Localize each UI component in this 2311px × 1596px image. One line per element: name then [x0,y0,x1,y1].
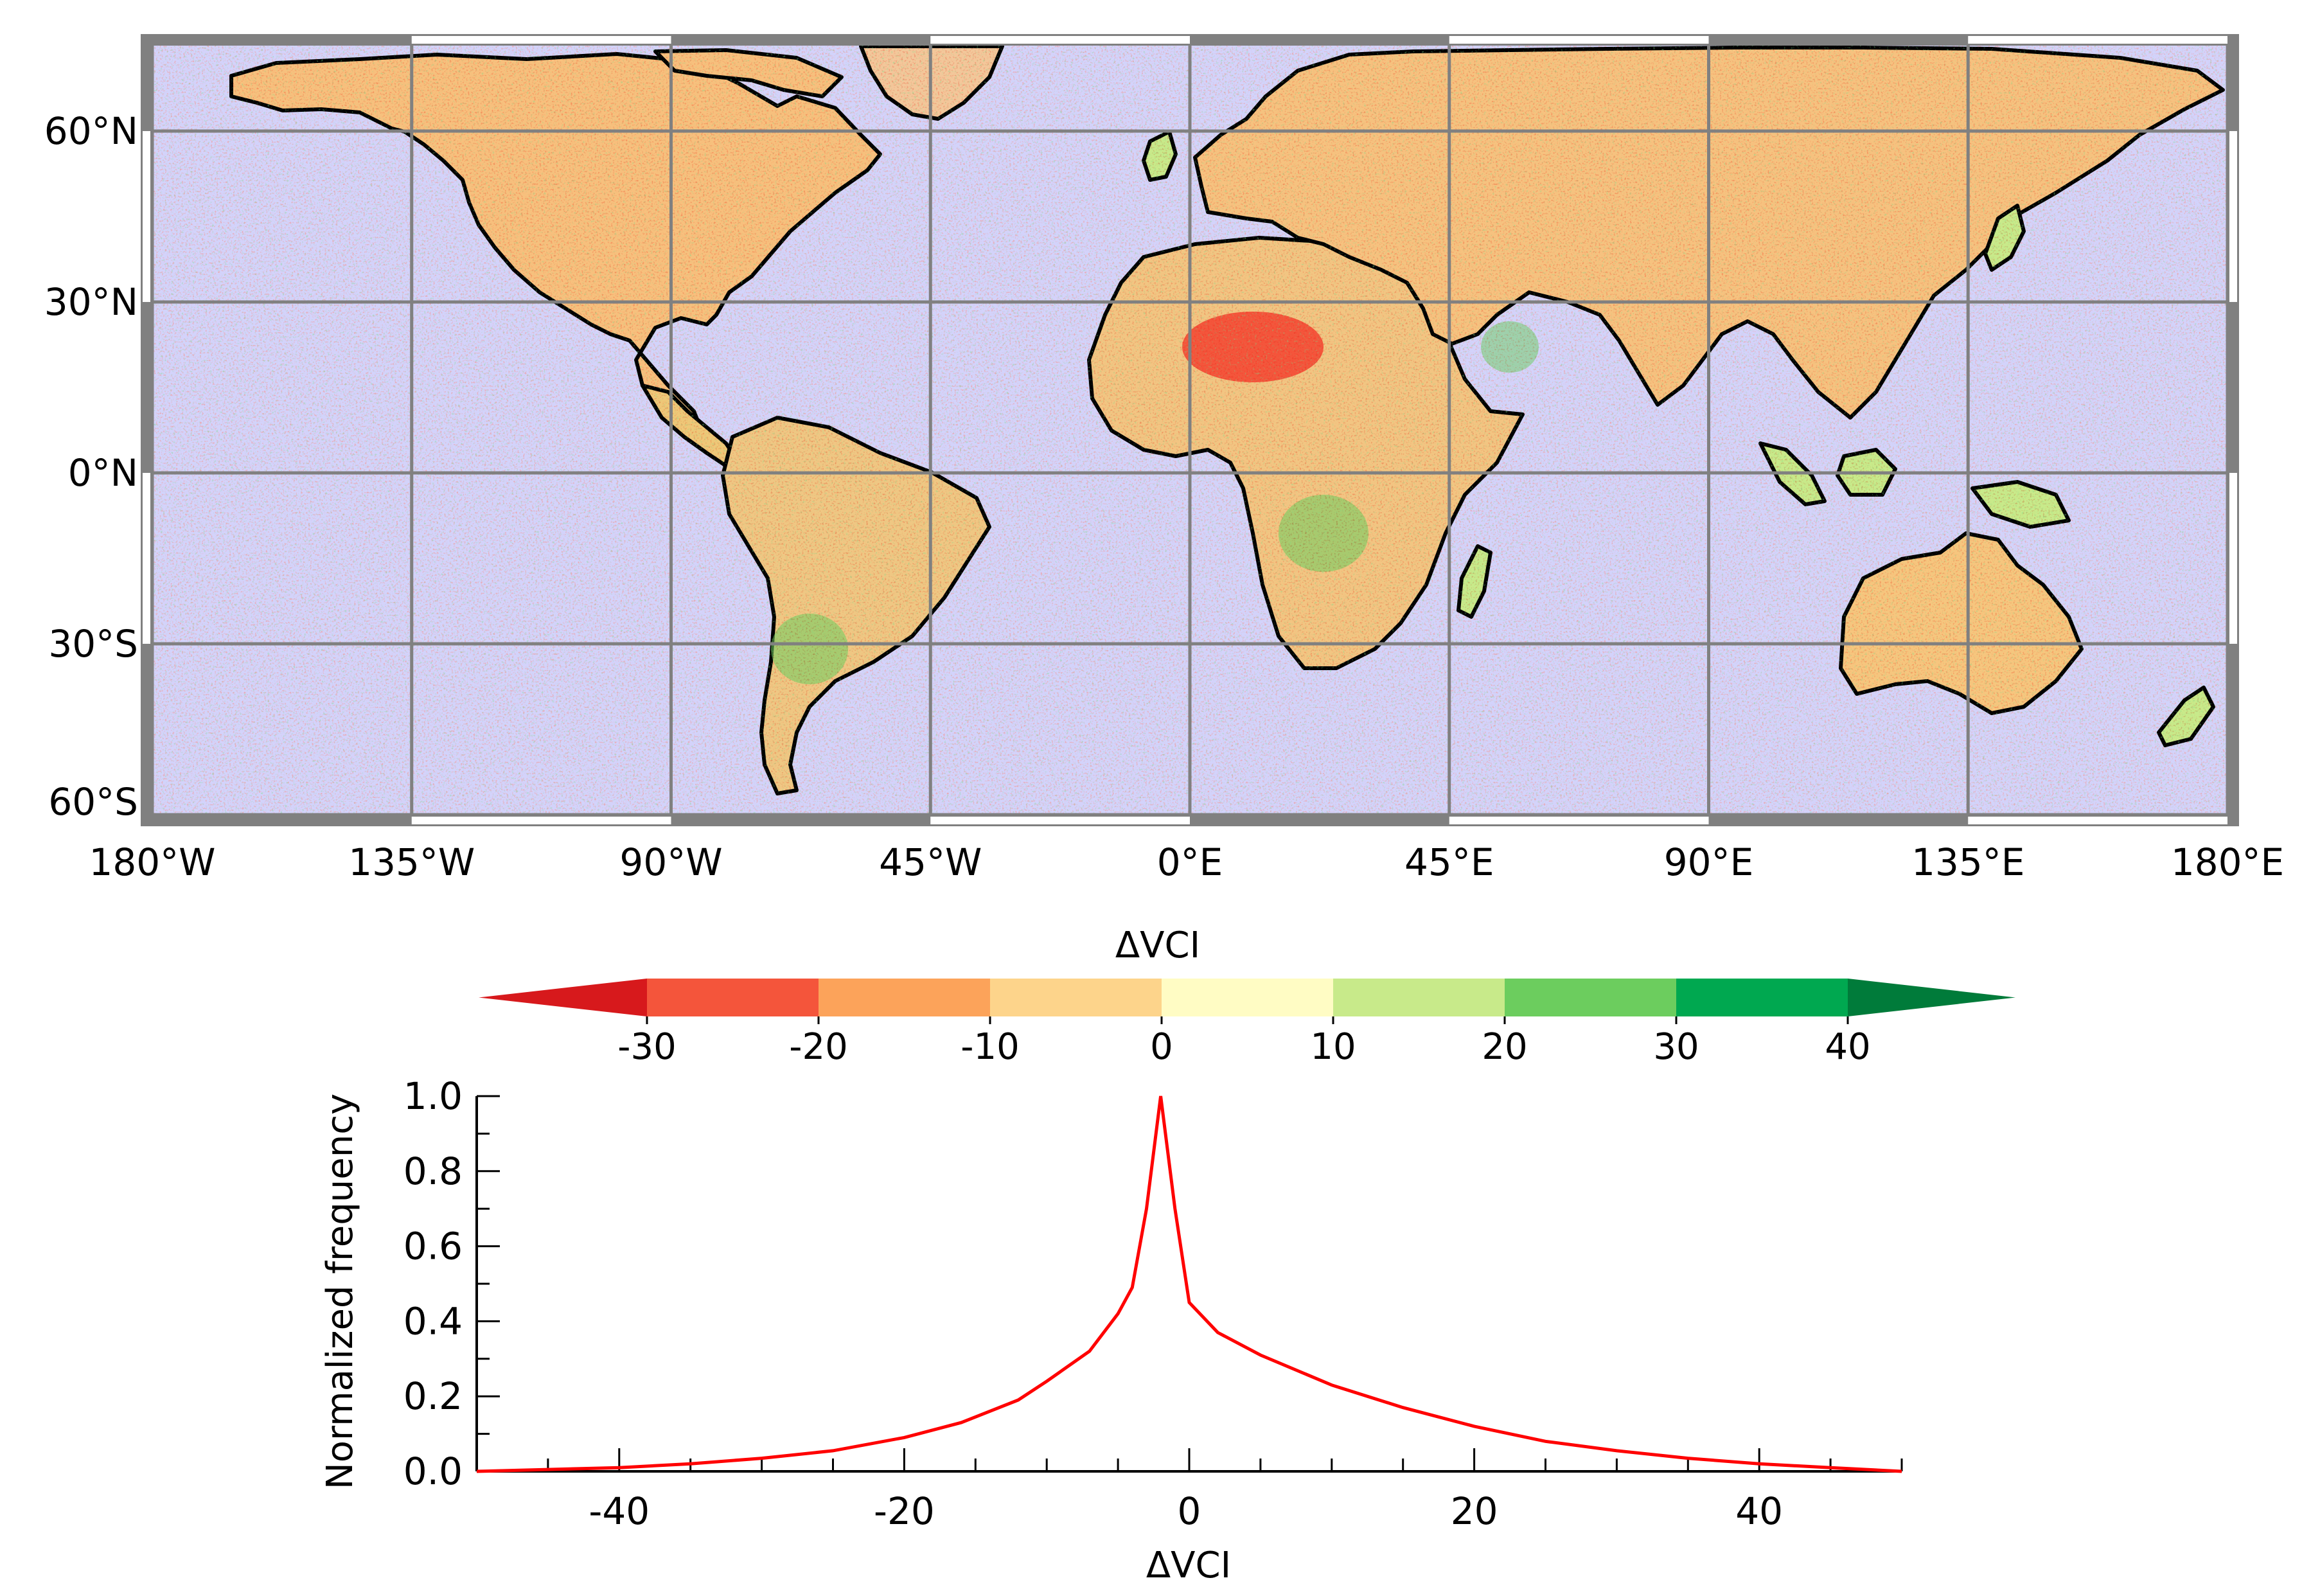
y-tick-labels: 0.0 0.2 0.4 0.6 0.8 1.0 [403,1074,463,1493]
colorbar-tick-label: 40 [1825,1026,1870,1068]
longitude-labels: 180°W 135°W 90°W 45°W 0°E 45°E 90°E 135°E 180°E [89,840,2284,884]
x-axis-label: ΔVCI [1146,1545,1231,1586]
lon-label: 135°E [1911,840,2024,884]
frame-segment [1968,817,2227,824]
colorbar-segment [990,979,1162,1016]
colorbar-tick-label: 10 [1310,1026,1356,1068]
colorbar-tick-label: 30 [1653,1026,1699,1068]
x-tick-label: 40 [1735,1489,1783,1533]
y-tick-label: 1.0 [403,1074,463,1118]
colorbar-tick-labels: -30 -20 -10 0 10 20 30 40 [617,1016,1871,1068]
frame-segment [143,131,150,302]
y-tick-label: 0.4 [403,1299,463,1343]
lon-label: 180°E [2171,840,2284,884]
lon-label: 90°W [619,840,722,884]
colorbar-tick-label: 20 [1482,1026,1527,1068]
world-map: 60°N 30°N 0°N 30°S 60°S 180°W 135°W 90°W 45°W 0°… [44,34,2284,884]
y-tick-label: 0.2 [403,1374,463,1418]
map-frame [141,34,2239,826]
x-tick-labels: -40 -20 0 20 40 [589,1489,1783,1533]
lon-label: 180°W [89,840,215,884]
lat-label: 30°N [44,280,138,324]
colorbar-segment [1162,979,1333,1016]
colorbar-segment [1676,979,1848,1016]
x-tick-label: -40 [589,1489,650,1533]
frame-segment [1968,36,2227,44]
latitude-labels: 60°N 30°N 0°N 30°S 60°S [44,109,138,824]
lon-label: 0°E [1157,840,1223,884]
series-line [476,1095,1902,1473]
y-tick-label: 0.0 [403,1450,463,1493]
frame-segment [411,817,671,824]
lon-label: 90°E [1664,840,1753,884]
colorbar-extend-min [479,979,647,1016]
colorbar-tick-label: 0 [1150,1026,1173,1068]
frame-segment [1449,817,1709,824]
x-tick-label: -20 [874,1489,935,1533]
x-tick-label: 0 [1178,1489,1201,1533]
colorbar-tick-label: -20 [789,1026,847,1068]
colorbar: ΔVCI -30 -20 -10 0 10 20 30 40 [479,925,2015,1068]
colorbar-title: ΔVCI [1115,925,1200,966]
colorbar-extend-max [1848,979,2015,1016]
frame-segment [1449,36,1709,44]
x-tick-label: 20 [1451,1489,1498,1533]
lon-label: 45°W [879,840,982,884]
frame-segment [930,36,1190,44]
frequency-chart: -40 -20 0 20 40 0.0 0.2 0.4 0.6 0.8 1.0 ΔVCI Norm… [319,1074,1903,1586]
frame-segment [2229,131,2237,302]
lon-label: 135°W [348,840,475,884]
colorbar-segment [1505,979,1676,1016]
lat-label: 60°N [44,109,138,153]
colorbar-segments [479,979,2015,1016]
y-axis-label: Normalized frequency [319,1094,361,1489]
frame-segment [143,473,150,644]
colorbar-tick-label: -30 [617,1026,676,1068]
frame-segment [930,817,1190,824]
chart-axes [475,1095,1903,1473]
colorbar-tick-label: -10 [961,1026,1019,1068]
frame-segment [411,36,671,44]
lat-label: 30°S [48,622,138,666]
lat-label: 60°S [48,780,138,824]
colorbar-segment [1333,979,1505,1016]
colorbar-segment [647,979,819,1016]
colorbar-segment [819,979,990,1016]
lon-label: 45°E [1404,840,1494,884]
y-tick-label: 0.6 [403,1225,463,1268]
y-tick-label: 0.8 [403,1149,463,1193]
frame-segment [2229,473,2237,644]
lat-label: 0°N [68,451,138,495]
